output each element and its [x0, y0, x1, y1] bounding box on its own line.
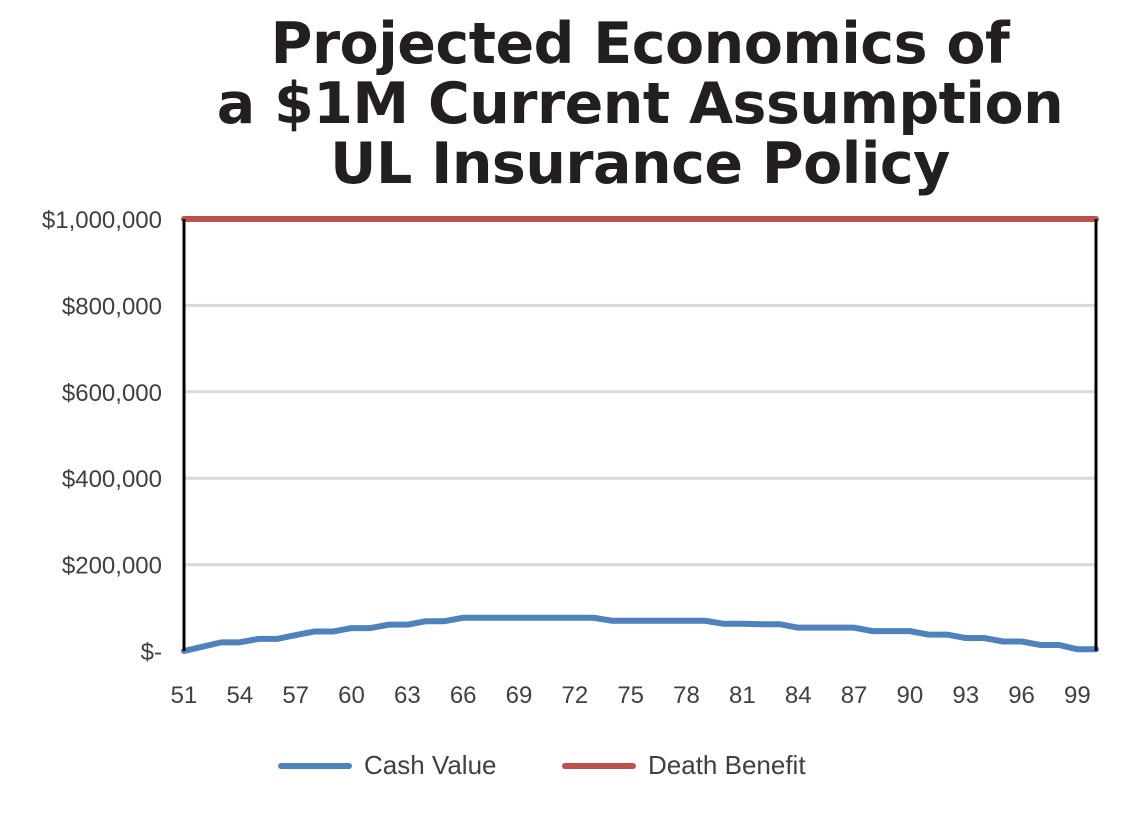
x-tick-label: 87 [841, 682, 868, 709]
x-tick-label: 99 [1064, 682, 1091, 709]
x-tick-label: 75 [617, 682, 644, 709]
y-tick-label: $400,000 [62, 466, 162, 493]
legend: Cash Value Death Benefit [0, 750, 1144, 790]
x-tick-label: 69 [506, 682, 533, 709]
x-tick-label: 66 [450, 682, 477, 709]
legend-label-cash-value: Cash Value [364, 750, 497, 780]
x-tick-label: 51 [171, 682, 198, 709]
y-tick-label: $200,000 [62, 553, 162, 580]
x-tick-label: 78 [673, 682, 700, 709]
x-tick-label: 57 [282, 682, 309, 709]
axes [182, 219, 1098, 651]
x-tick-label: 90 [897, 682, 924, 709]
gridlines [184, 217, 1096, 567]
chart-title-line-1: Projected Economics of [270, 11, 1010, 77]
x-tick-label: 84 [785, 682, 812, 709]
x-tick-label: 60 [338, 682, 365, 709]
x-axis-ticks: 51 54 57 60 63 66 69 72 75 78 81 84 87 90 93 96 99 [171, 682, 1091, 709]
x-tick-label: 63 [394, 682, 421, 709]
legend-item-death-benefit: Death Benefit [562, 750, 806, 781]
legend-label-death-benefit: Death Benefit [648, 750, 806, 780]
y-axis-ticks: $- $200,000 $400,000 $600,000 $800,000 $1,000… [42, 207, 162, 666]
y-tick-label: $800,000 [62, 293, 162, 320]
x-tick-label: 72 [562, 682, 589, 709]
chart-title-line-2: a $1M Current Assumption [216, 71, 1064, 137]
x-tick-label: 54 [226, 682, 253, 709]
y-tick-label: $1,000,000 [42, 207, 162, 234]
series-lines [181, 216, 1099, 654]
x-tick-label: 81 [729, 682, 756, 709]
legend-item-cash-value: Cash Value [278, 750, 497, 781]
series-line-cash-value [181, 614, 1099, 654]
chart-title: Projected Economics of a $1M Current Ass… [140, 14, 1140, 194]
y-tick-label: $- [141, 639, 162, 666]
chart-title-line-3: UL Insurance Policy [330, 131, 950, 197]
y-tick-label: $600,000 [62, 380, 162, 407]
x-tick-label: 93 [952, 682, 979, 709]
legend-swatch-cash-value [278, 762, 352, 769]
x-tick-label: 96 [1008, 682, 1035, 709]
legend-swatch-death-benefit [562, 762, 636, 769]
